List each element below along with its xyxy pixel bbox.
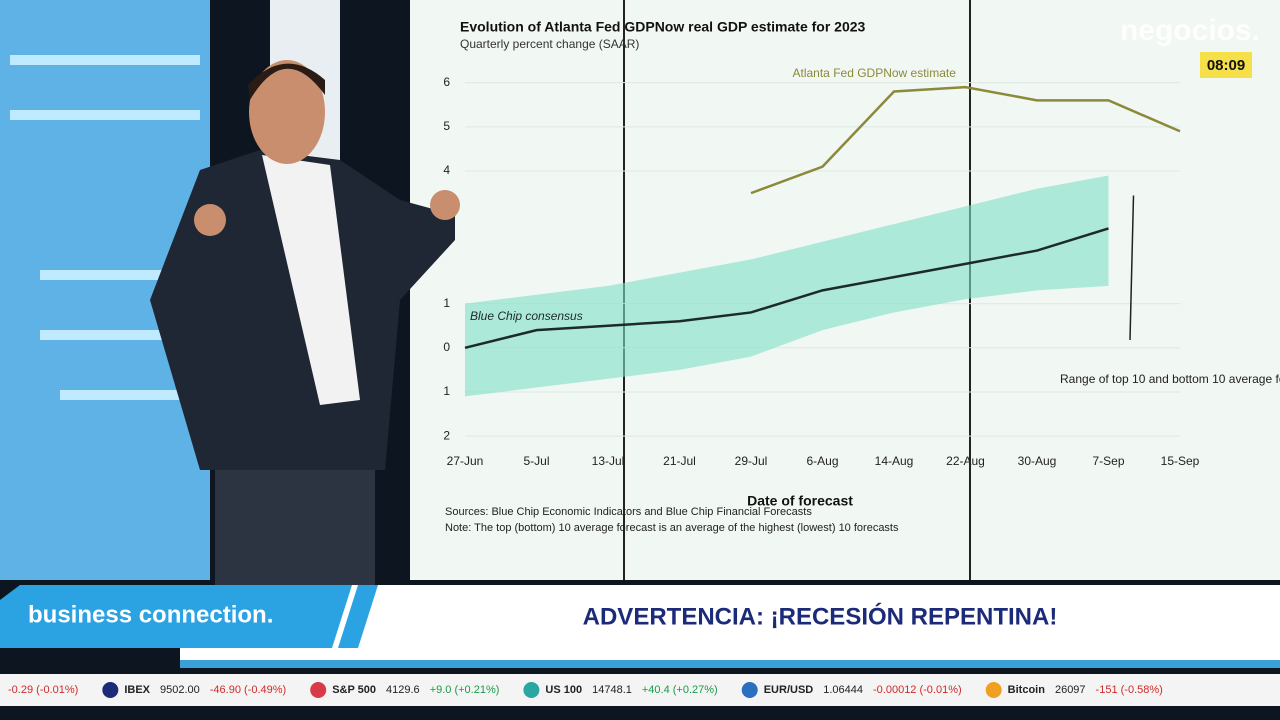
ticker-value: 26097 [1055,684,1086,696]
lower-third-stripe [180,660,1280,668]
x-tick-label: 27-Jun [447,454,484,468]
hand [430,190,460,220]
ticker-value: 9502.00 [160,684,200,696]
x-tick-label: 15-Sep [1161,454,1200,468]
ticker-bar [0,674,1280,706]
y-tick-label: 0 [443,340,450,354]
ticker-icon [523,682,540,698]
ticker-icon [985,682,1002,698]
shirt [262,155,360,405]
x-tick-label: 6-Aug [806,454,838,468]
ticker-value: 1.06444 [823,684,863,696]
hair [248,63,325,100]
show-box [0,585,345,648]
series-label: Atlanta Fed GDPNow estimate [793,66,957,80]
head [249,60,325,164]
clock: 08:09 [1207,57,1245,74]
headline: ADVERTENCIA: ¡RECESIÓN REPENTINA! [583,602,1058,630]
light-strip [10,55,200,65]
forecast-range-band [465,175,1109,397]
light-strip [60,390,210,400]
y-tick-label: 6 [443,75,450,89]
x-tick-label: 22-Aug [946,454,985,468]
x-tick-label: 13-Jul [592,454,625,468]
y-tick-label: 1 [443,384,450,398]
x-tick-label: 30-Aug [1018,454,1057,468]
show-slash [338,585,378,648]
light-strip [10,110,200,120]
sources: Sources: Blue Chip Economic Indicators a… [445,506,812,518]
show-slash [312,585,352,648]
light-strip [40,330,210,340]
ticker-change: -0.00012 (-0.01%) [873,684,962,696]
ticker-name: EUR/USD [764,684,814,696]
y-tick-label: 4 [443,163,450,177]
ticker-change: -151 (-0.58%) [1096,684,1163,696]
ticker-change: +40.4 (+0.27%) [642,684,718,696]
ticker-icon [310,682,327,698]
show-title: business connection. [28,601,273,628]
ticker-change: +9.0 (+0.21%) [430,684,500,696]
clock-box [1200,52,1252,78]
ticker-name: S&P 500 [332,684,376,696]
x-tick-label: 14-Aug [875,454,914,468]
series-line [464,227,1109,350]
band-pointer [1129,195,1135,341]
ticker-icon [741,682,758,698]
ticker-name: US 100 [545,684,582,696]
series-line [750,85,1181,195]
ticker-value: 4129.6 [386,684,420,696]
y-tick-label: 2 [443,428,450,442]
y-tick-label: 5 [443,119,450,133]
note: Note: The top (bottom) 10 average foreca… [445,522,899,534]
x-tick-label: 7-Sep [1092,454,1124,468]
chart: Evolution of Atlanta Fed GDPNow real GDP… [443,19,1280,534]
ticker-change: -0.29 (-0.01%) [8,684,78,696]
x-axis-label: Date of forecast [747,493,853,509]
hand [194,204,226,236]
channel-logo: negocios. [1120,14,1260,47]
chart-subtitle: Quarterly percent change (SAAR) [460,37,639,51]
x-tick-label: 29-Jul [735,454,768,468]
light-strip [40,270,210,280]
chart-title: Evolution of Atlanta Fed GDPNow real GDP… [460,19,866,35]
series-label: Blue Chip consensus [470,309,583,323]
x-tick-label: 5-Jul [523,454,549,468]
ticker-change: -46.90 (-0.49%) [210,684,286,696]
presenter [150,60,460,590]
ticker-name: Bitcoin [1008,684,1046,696]
y-tick-label: 1 [443,296,450,310]
bottom-strip [0,706,1280,720]
band-label: Range of top 10 and bottom 10 average fo… [1060,372,1280,386]
x-tick-label: 21-Jul [663,454,696,468]
ticker-icon [102,682,119,698]
ticker-value: 14748.1 [592,684,632,696]
ticker-name: IBEX [124,684,150,696]
